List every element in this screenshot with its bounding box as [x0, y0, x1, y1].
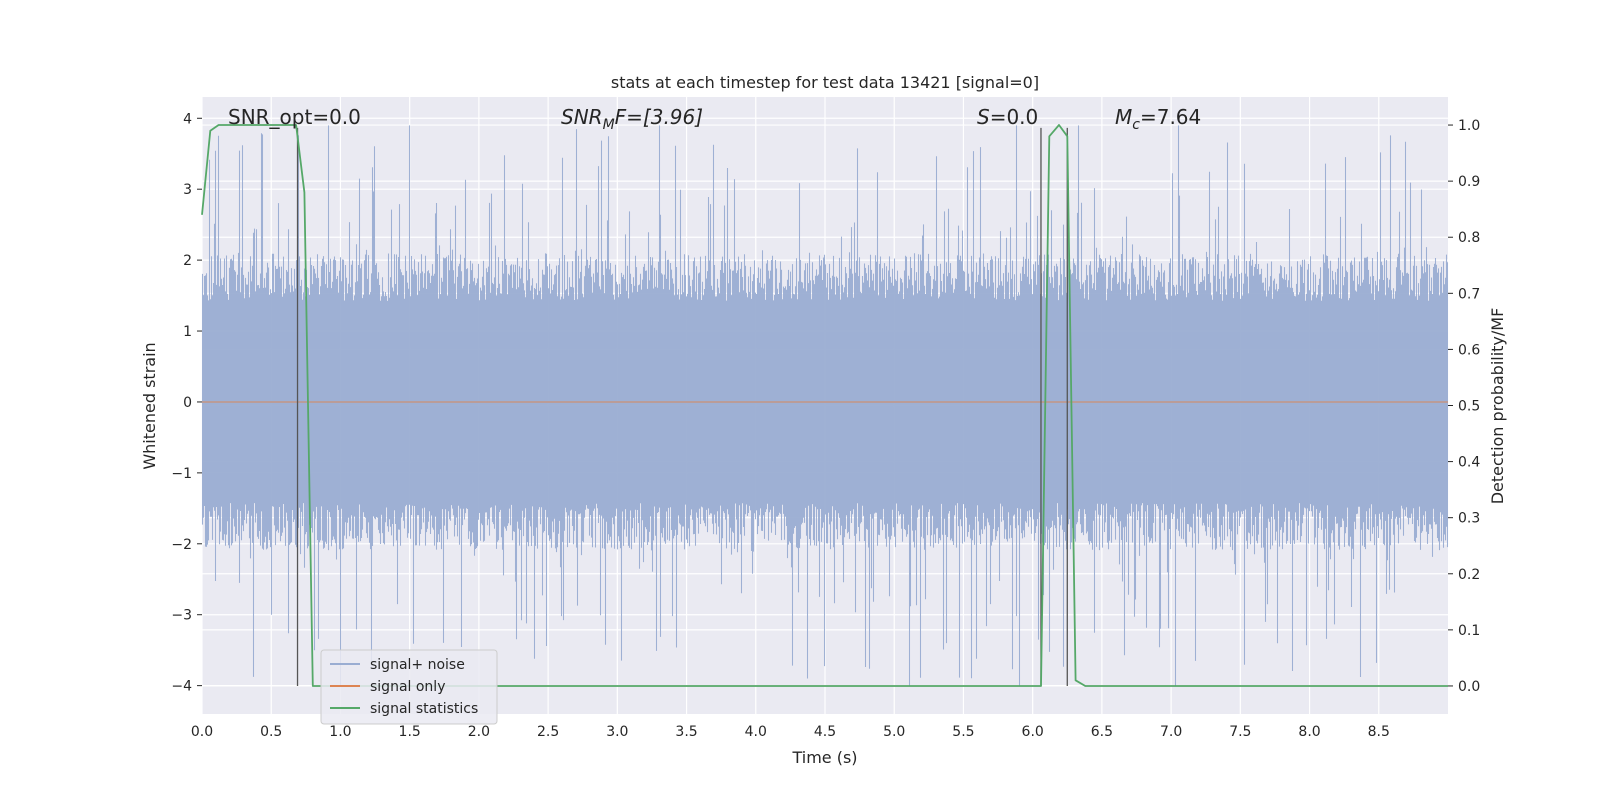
y-axis-label-right: Detection probability/MF [1488, 308, 1507, 505]
y-tick-label-left: 0 [183, 395, 192, 411]
y-tick-label-right: 0.6 [1458, 342, 1480, 358]
annotation-mc: Mc=7.64 [1115, 105, 1201, 133]
annotation-mc-sub: c [1132, 117, 1140, 133]
y-tick-label-left: 1 [183, 324, 192, 340]
y-tick-label-left: −1 [171, 466, 192, 482]
x-tick-label: 1.5 [399, 724, 421, 740]
legend-label-noise: signal+ noise [370, 657, 465, 673]
y-tick-label-left: 3 [183, 182, 192, 198]
x-tick-label: 1.0 [329, 724, 351, 740]
y-tick-label-right: 0.7 [1458, 286, 1480, 302]
x-tick-label: 6.0 [1022, 724, 1044, 740]
annotation-snr-mf-main: SNR [561, 105, 603, 129]
chart-title: stats at each timestep for test data 134… [611, 73, 1039, 92]
x-tick-label: 0.5 [260, 724, 282, 740]
y-tick-label-right: 0.3 [1458, 511, 1480, 527]
y-tick-label-right: 0.5 [1458, 399, 1480, 415]
annotation-snr-mf-sub: M [603, 117, 615, 133]
legend-label-statistics: signal statistics [370, 701, 478, 717]
legend-label-signal-only: signal only [370, 679, 445, 695]
x-tick-label: 6.5 [1091, 724, 1113, 740]
annotation-mc-main: M [1115, 105, 1132, 129]
annotation-snr-mf: SNRMF=[3.96] [561, 105, 703, 133]
y-tick-label-left: −2 [171, 537, 192, 553]
annotation-snr-opt: SNR_opt=0.0 [228, 105, 361, 129]
y-tick-label-right: 0.0 [1458, 679, 1480, 695]
legend: signal+ noise signal only signal statist… [320, 649, 498, 725]
y-tick-label-right: 0.4 [1458, 455, 1480, 471]
y-tick-label-left: −4 [171, 679, 192, 695]
series-signal-statistics [201, 124, 1448, 687]
statistics-line [201, 124, 1448, 687]
annotation-snr-mf-tail: F=[3.96] [615, 105, 703, 129]
x-tick-label: 0.0 [191, 724, 213, 740]
x-tick-label: 8.0 [1298, 724, 1320, 740]
vertical-markers [296, 127, 1068, 686]
annotation-s-tail: =0.0 [990, 105, 1039, 129]
y-tick-label-left: −3 [171, 608, 192, 624]
y-tick-label-left: 4 [183, 111, 192, 127]
x-axis-label: Time (s) [791, 748, 857, 767]
x-tick-label: 5.0 [883, 724, 905, 740]
x-tick-label: 3.0 [606, 724, 628, 740]
legend-box [320, 649, 498, 725]
y-tick-label-right: 1.0 [1458, 118, 1480, 134]
x-tick-label: 2.5 [537, 724, 559, 740]
annotation-mc-tail: =7.64 [1140, 105, 1201, 129]
y-axis-label-left: Whitened strain [140, 342, 159, 469]
y-tick-label-left: 2 [183, 253, 192, 269]
x-tick-label: 5.5 [952, 724, 974, 740]
annotation-s-main: S [977, 105, 990, 129]
axis-ticks: 0.0 0.5 1.0 1.5 2.0 2.5 3.0 3.5 4.0 4.5 5.0 5.5 6.0 6… [171, 111, 1480, 740]
y-tick-label-right: 0.1 [1458, 623, 1480, 639]
y-tick-label-right: 0.2 [1458, 567, 1480, 583]
x-tick-label: 4.5 [814, 724, 836, 740]
x-tick-label: 7.5 [1229, 724, 1251, 740]
y-tick-label-right: 0.8 [1458, 230, 1480, 246]
x-tick-label: 3.5 [675, 724, 697, 740]
y-tick-label-right: 0.9 [1458, 174, 1480, 190]
x-tick-label: 2.0 [468, 724, 490, 740]
x-tick-label: 4.0 [745, 724, 767, 740]
annotation-s: S=0.0 [977, 105, 1038, 129]
x-tick-label: 8.5 [1368, 724, 1390, 740]
x-tick-label: 7.0 [1160, 724, 1182, 740]
